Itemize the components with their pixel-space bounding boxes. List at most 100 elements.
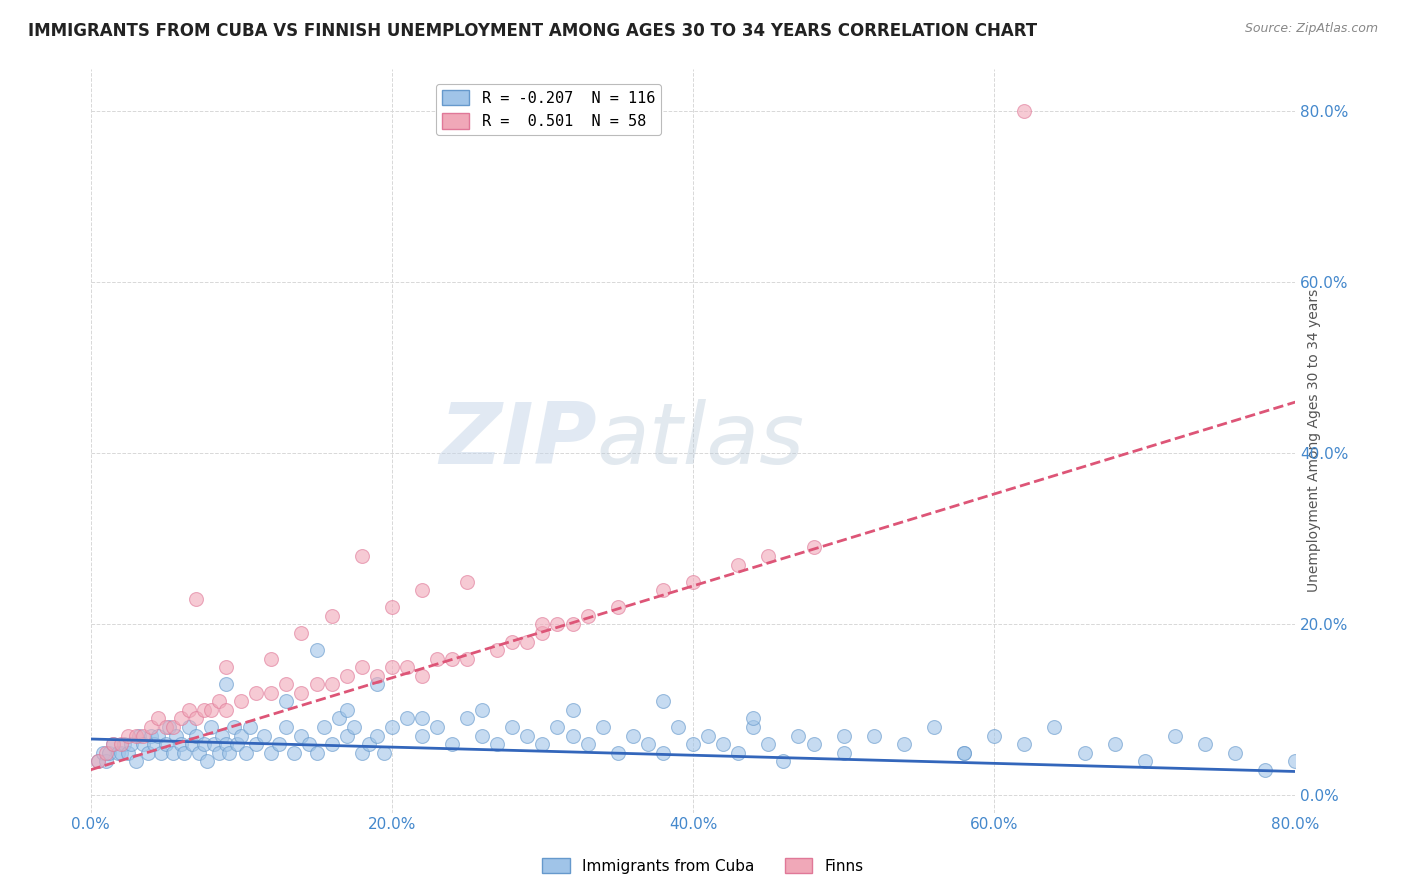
Point	[547, 617, 569, 632]
Point	[456, 651, 478, 665]
Point	[531, 617, 554, 632]
Point	[110, 746, 132, 760]
Point	[803, 737, 825, 751]
Point	[336, 729, 359, 743]
Point	[298, 737, 321, 751]
Point	[193, 703, 215, 717]
Point	[120, 737, 142, 751]
Point	[305, 643, 328, 657]
Point	[253, 729, 276, 743]
Point	[531, 737, 554, 751]
Point	[1043, 720, 1066, 734]
Point	[215, 703, 238, 717]
Point	[125, 729, 148, 743]
Point	[312, 720, 335, 734]
Point	[207, 746, 229, 760]
Point	[471, 703, 494, 717]
Point	[290, 626, 312, 640]
Point	[862, 729, 884, 743]
Text: IMMIGRANTS FROM CUBA VS FINNISH UNEMPLOYMENT AMONG AGES 30 TO 34 YEARS CORRELATI: IMMIGRANTS FROM CUBA VS FINNISH UNEMPLOY…	[28, 22, 1038, 40]
Point	[260, 746, 283, 760]
Point	[1133, 754, 1156, 768]
Point	[606, 600, 628, 615]
Point	[682, 737, 704, 751]
Point	[742, 711, 765, 725]
Point	[395, 711, 418, 725]
Point	[173, 746, 195, 760]
Point	[235, 746, 257, 760]
Point	[366, 677, 388, 691]
Point	[162, 746, 184, 760]
Point	[711, 737, 734, 751]
Point	[328, 711, 350, 725]
Point	[87, 754, 110, 768]
Point	[441, 651, 464, 665]
Legend: Immigrants from Cuba, Finns: Immigrants from Cuba, Finns	[536, 852, 870, 880]
Point	[215, 737, 238, 751]
Point	[682, 574, 704, 589]
Point	[193, 737, 215, 751]
Point	[651, 694, 673, 708]
Point	[155, 737, 177, 751]
Point	[727, 558, 749, 572]
Point	[125, 754, 148, 768]
Point	[94, 746, 117, 760]
Point	[471, 729, 494, 743]
Point	[117, 729, 139, 743]
Point	[200, 703, 222, 717]
Point	[893, 737, 915, 751]
Point	[202, 737, 225, 751]
Point	[336, 669, 359, 683]
Point	[922, 720, 945, 734]
Point	[953, 746, 976, 760]
Point	[350, 660, 373, 674]
Point	[170, 711, 193, 725]
Point	[343, 720, 366, 734]
Point	[94, 754, 117, 768]
Point	[516, 729, 538, 743]
Text: Source: ZipAtlas.com: Source: ZipAtlas.com	[1244, 22, 1378, 36]
Point	[561, 703, 583, 717]
Point	[697, 729, 720, 743]
Point	[666, 720, 689, 734]
Point	[832, 746, 855, 760]
Point	[110, 737, 132, 751]
Point	[350, 746, 373, 760]
Point	[366, 669, 388, 683]
Point	[260, 686, 283, 700]
Point	[1284, 754, 1306, 768]
Point	[803, 541, 825, 555]
Point	[592, 720, 614, 734]
Point	[1104, 737, 1126, 751]
Point	[321, 608, 343, 623]
Point	[305, 677, 328, 691]
Point	[177, 720, 200, 734]
Point	[1014, 737, 1036, 751]
Point	[1194, 737, 1216, 751]
Point	[561, 729, 583, 743]
Point	[290, 729, 312, 743]
Point	[411, 669, 433, 683]
Point	[184, 591, 207, 606]
Point	[276, 694, 298, 708]
Point	[411, 583, 433, 598]
Point	[132, 729, 155, 743]
Point	[184, 711, 207, 725]
Point	[441, 737, 464, 751]
Point	[170, 737, 193, 751]
Point	[148, 729, 170, 743]
Point	[637, 737, 659, 751]
Point	[756, 549, 779, 563]
Point	[139, 729, 162, 743]
Point	[787, 729, 810, 743]
Point	[215, 677, 238, 691]
Point	[290, 686, 312, 700]
Point	[305, 746, 328, 760]
Point	[188, 746, 211, 760]
Point	[283, 746, 305, 760]
Point	[547, 720, 569, 734]
Point	[621, 729, 644, 743]
Point	[260, 651, 283, 665]
Point	[336, 703, 359, 717]
Point	[215, 660, 238, 674]
